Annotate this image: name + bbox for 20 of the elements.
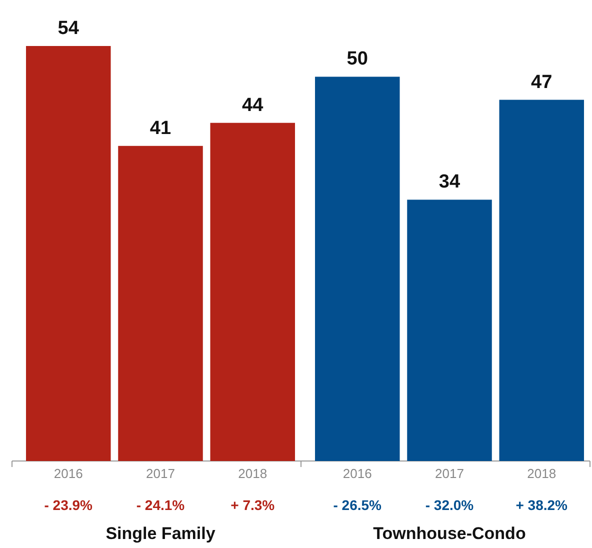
data-label: 44	[242, 94, 264, 116]
x-tick-label: 2016	[54, 466, 83, 481]
text: - 23.9%	[44, 497, 94, 513]
data-label: 34	[438, 172, 460, 193]
text: + 7.3%	[230, 497, 276, 513]
x-tick-label: 2017	[435, 466, 464, 481]
data-label: 50	[346, 48, 368, 70]
text: - 26.5%	[333, 497, 382, 513]
text: - 32.0%	[425, 497, 474, 513]
data-label: 47	[531, 72, 552, 93]
text: - 24.1%	[136, 497, 186, 513]
x-tick-label: 2018	[238, 466, 268, 481]
x-tick-label: 2016	[342, 466, 372, 481]
x-axis-title: Single Family	[106, 524, 216, 543]
data-label: 41	[150, 118, 172, 139]
x-tick-label: 2017	[146, 466, 175, 481]
x-tick-label: 2018	[527, 466, 556, 481]
text: + 38.2%	[516, 497, 568, 513]
data-label: 54	[58, 18, 80, 39]
x-axis-title: Townhouse-Condo	[373, 524, 526, 543]
